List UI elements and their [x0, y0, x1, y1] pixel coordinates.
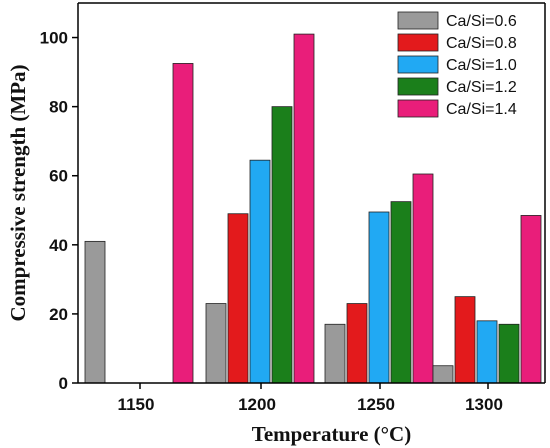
- y-ticks: 0 20 40 60 80 100: [40, 29, 78, 393]
- x-tick-label: 1200: [238, 395, 276, 414]
- bar: [271, 106, 293, 384]
- y-tick-label: 80: [49, 98, 68, 117]
- bar: [368, 211, 390, 384]
- x-tick-label: 1150: [118, 395, 155, 414]
- bar: [520, 215, 542, 384]
- legend-label: Ca/Si=1.4: [446, 101, 517, 118]
- y-tick-label: 40: [49, 236, 68, 255]
- legend-swatch: [397, 55, 439, 74]
- bar: [476, 320, 498, 384]
- bar: [227, 213, 249, 384]
- x-ticks: 1150 1200 1250 1300: [118, 383, 503, 414]
- legend-label: Ca/Si=1.2: [446, 79, 517, 96]
- bar: [249, 159, 271, 384]
- y-axis-title: Compressive strength (MPa): [6, 64, 30, 321]
- bar: [432, 365, 454, 384]
- bar: [172, 63, 194, 384]
- y-tick-label: 0: [59, 374, 68, 393]
- x-axis-title: Temperature (°C): [252, 422, 411, 446]
- bar: [454, 296, 476, 384]
- bar: [205, 303, 227, 384]
- legend-swatch: [397, 99, 439, 118]
- bar: [412, 173, 434, 384]
- legend-swatch: [397, 33, 439, 52]
- bar: [390, 201, 412, 384]
- legend-swatch: [397, 11, 439, 30]
- bar: [498, 323, 520, 384]
- legend-swatch: [397, 77, 439, 96]
- y-tick-label: 60: [49, 167, 68, 186]
- bar: [346, 303, 368, 384]
- x-tick-label: 1250: [357, 395, 395, 414]
- y-tick-label: 20: [49, 305, 68, 324]
- y-tick-label: 100: [40, 29, 68, 48]
- legend-label: Ca/Si=1.0: [446, 57, 517, 74]
- legend-label: Ca/Si=0.8: [446, 35, 517, 52]
- legend-label: Ca/Si=0.6: [446, 13, 517, 30]
- bar: [324, 323, 346, 384]
- axes-layer: [77, 2, 546, 384]
- x-tick-label: 1300: [465, 395, 503, 414]
- bar: [84, 240, 106, 384]
- legend: Ca/Si=0.6 Ca/Si=0.8 Ca/Si=1.0 Ca/Si=1.2 Ca/S…: [397, 11, 517, 118]
- bar: [293, 33, 315, 384]
- bars-layer: [84, 33, 542, 384]
